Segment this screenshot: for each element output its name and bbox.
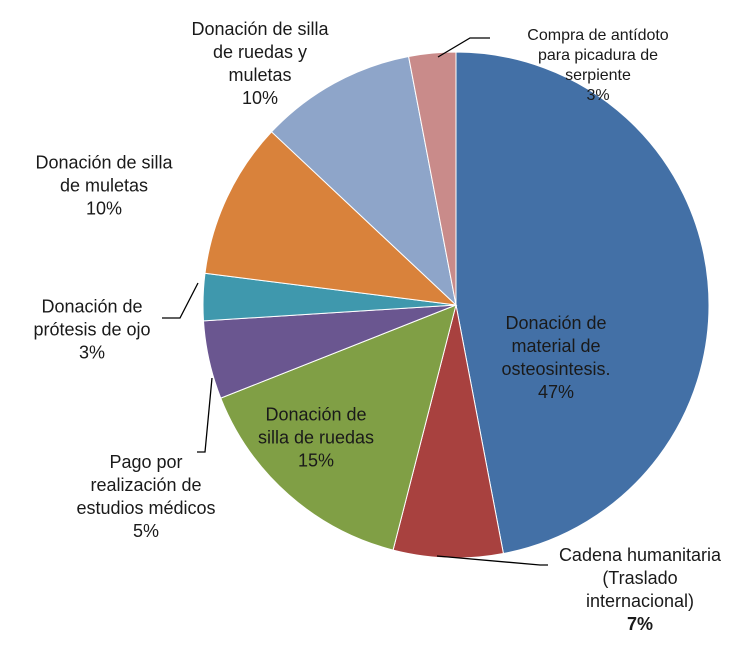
value-label: 10% (85, 198, 123, 219)
value-label: 10% (241, 88, 279, 108)
pie-slice (455, 51, 710, 555)
value-label: 7% (626, 614, 653, 634)
category-label: Compra de antídoto para picadura de serp… (527, 27, 669, 84)
slice-label: Donación de silla de ruedas y muletas 10% (183, 18, 338, 110)
category-label: Donación de prótesis de ojo (33, 296, 151, 340)
category-label: Cadena humanitaria (Traslado internacion… (558, 545, 722, 611)
pie-slice (392, 304, 504, 559)
value-label: 15% (297, 450, 335, 471)
slice-label: Pago por realización de estudios médicos… (71, 451, 221, 543)
slice-label: Compra de antídoto para picadura de serp… (518, 26, 678, 106)
value-label: 47% (537, 382, 575, 402)
value-label: 3% (586, 87, 610, 104)
category-label: Donación de silla de muletas (35, 152, 173, 196)
slice-label: Donación de material de osteosintesis. 47… (481, 312, 631, 404)
category-label: Pago por realización de estudios médicos (76, 452, 216, 518)
leader-line (197, 377, 213, 453)
pie-slice (204, 131, 458, 306)
value-label: 3% (78, 342, 105, 363)
pie-slice (220, 304, 457, 551)
category-label: Donación de silla de ruedas (257, 404, 375, 448)
leader-line (436, 555, 548, 566)
slice-label: Donación de silla de muletas 10% (24, 152, 184, 221)
value-label: 5% (132, 521, 159, 541)
slice-label: Donación de prótesis de ojo 3% (22, 296, 162, 365)
category-label: Donación de silla de ruedas y muletas (191, 19, 329, 85)
leader-line (162, 282, 199, 319)
slice-label: Cadena humanitaria (Traslado internacion… (550, 544, 730, 636)
pie-slice (270, 55, 457, 307)
category-label: Donación de material de osteosintesis. (501, 313, 611, 379)
pie-slice (408, 51, 457, 306)
slice-label: Donación de silla de ruedas 15% (249, 404, 384, 473)
leader-line (437, 37, 490, 58)
